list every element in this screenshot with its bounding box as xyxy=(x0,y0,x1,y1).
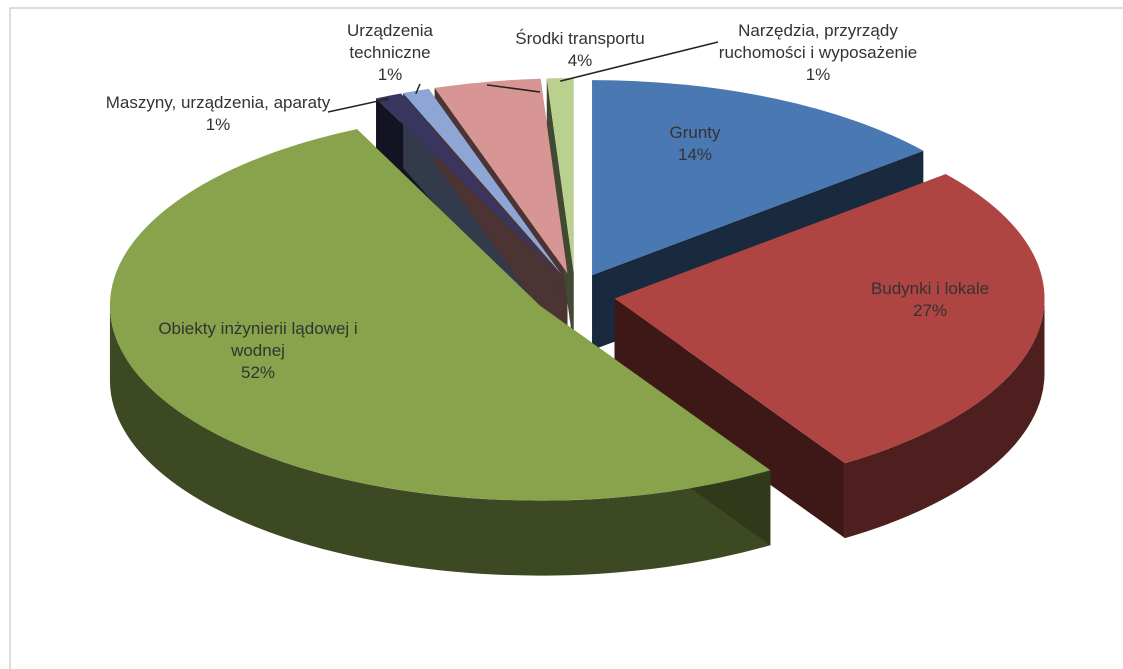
leader-line xyxy=(486,84,541,93)
leader-line xyxy=(560,41,719,82)
leader-line xyxy=(415,83,421,95)
slice-value-label: 1% xyxy=(377,65,403,84)
slice xyxy=(403,88,562,275)
slice-face xyxy=(546,78,574,349)
slice xyxy=(434,78,568,274)
leader-line xyxy=(327,98,389,113)
slice-value-label: 1% xyxy=(205,115,231,134)
slice xyxy=(109,129,771,501)
slice-label: Budynki i lokale xyxy=(870,279,990,298)
frame xyxy=(9,7,1123,669)
slice-side xyxy=(844,298,1045,539)
slice xyxy=(592,80,924,276)
slice-value-label: 14% xyxy=(677,145,713,164)
slice-label: Maszyny, urządzenia, aparaty xyxy=(105,93,331,112)
slice xyxy=(614,174,1045,464)
slice-label: Grunty xyxy=(669,123,721,142)
slice-label: Środki transportu xyxy=(515,29,645,48)
tops xyxy=(109,78,1045,501)
slice-value-label: 1% xyxy=(805,65,831,84)
slice-value-label: 52% xyxy=(240,363,276,382)
slice-face xyxy=(614,298,845,539)
slice-label: Urządzenia techniczne xyxy=(347,21,433,62)
slice xyxy=(546,78,574,274)
slice-label: Narzędzia, przyrządy ruchomości i wyposa… xyxy=(718,21,918,62)
slice-side xyxy=(109,305,771,576)
slice-label: Obiekty inżynierii lądowej i wodnej xyxy=(158,319,358,360)
slice xyxy=(376,93,560,275)
slice-value-label: 27% xyxy=(912,301,948,320)
slice-value-label: 4% xyxy=(567,51,593,70)
